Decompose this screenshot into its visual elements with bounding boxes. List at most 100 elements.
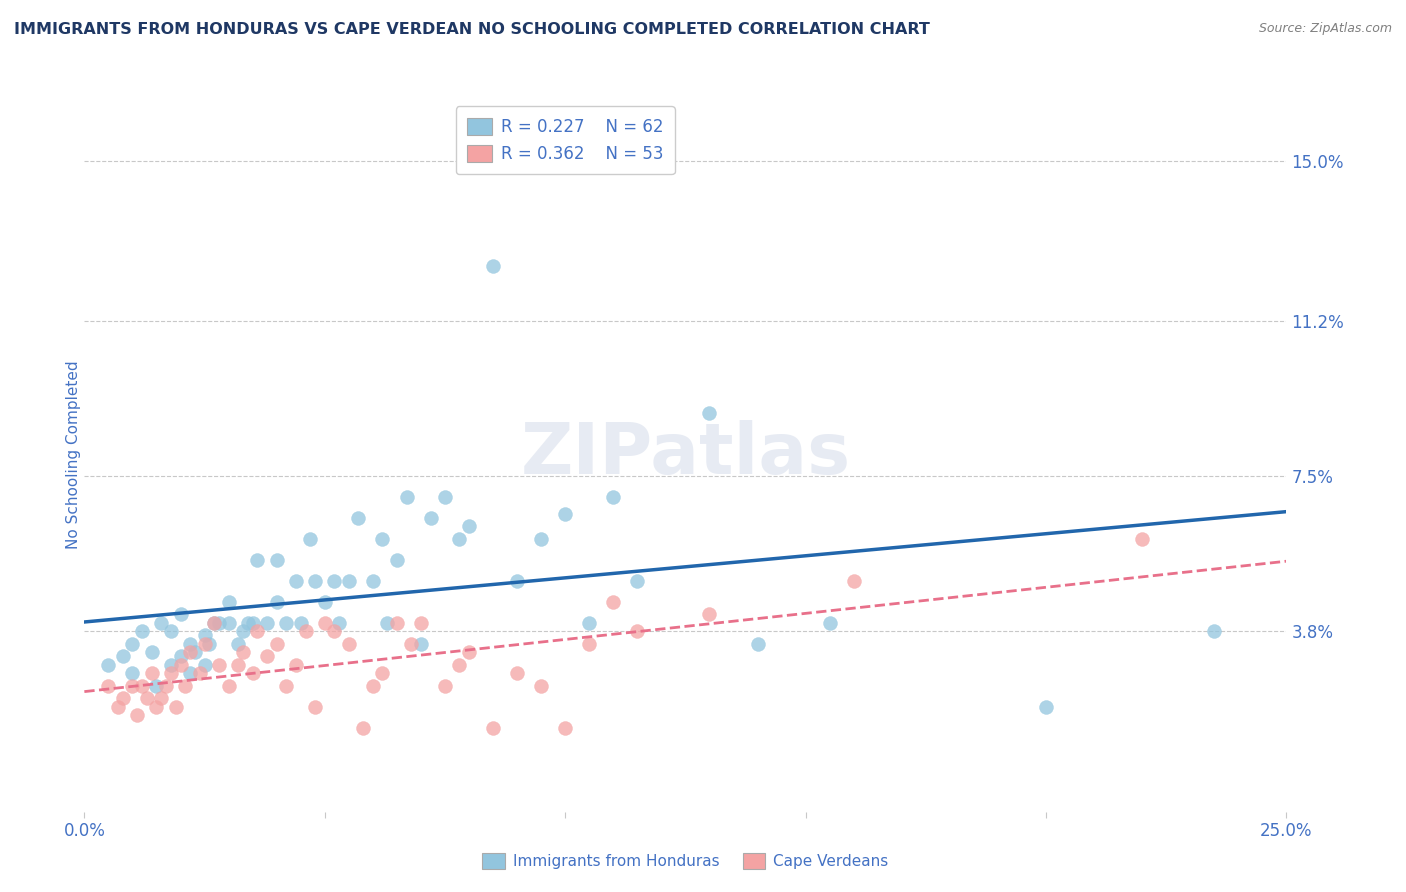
- Point: [409, 637, 432, 651]
- Text: Source: ZipAtlas.com: Source: ZipAtlas.com: [1258, 22, 1392, 36]
- Point: [208, 615, 231, 630]
- Point: [818, 615, 841, 630]
- Point: [602, 595, 624, 609]
- Point: [337, 574, 360, 588]
- Point: [169, 607, 191, 622]
- Point: [121, 666, 143, 681]
- Point: [232, 624, 254, 639]
- Point: [361, 679, 384, 693]
- Point: [602, 490, 624, 504]
- Point: [482, 259, 505, 273]
- Point: [145, 699, 167, 714]
- Point: [626, 624, 648, 639]
- Point: [150, 691, 173, 706]
- Point: [218, 615, 240, 630]
- Point: [554, 721, 576, 735]
- Point: [194, 637, 217, 651]
- Text: ZIPatlas: ZIPatlas: [520, 420, 851, 490]
- Point: [97, 679, 120, 693]
- Point: [299, 532, 322, 546]
- Point: [1204, 624, 1226, 639]
- Point: [174, 679, 197, 693]
- Point: [506, 666, 529, 681]
- Point: [314, 595, 336, 609]
- Point: [458, 519, 481, 533]
- Point: [434, 490, 457, 504]
- Point: [202, 615, 225, 630]
- Point: [699, 406, 721, 420]
- Point: [284, 574, 307, 588]
- Point: [506, 574, 529, 588]
- Point: [294, 624, 316, 639]
- Point: [314, 615, 336, 630]
- Point: [242, 615, 264, 630]
- Point: [276, 615, 298, 630]
- Point: [530, 532, 553, 546]
- Point: [352, 721, 374, 735]
- Point: [266, 595, 288, 609]
- Point: [150, 615, 173, 630]
- Point: [434, 679, 457, 693]
- Point: [578, 615, 600, 630]
- Point: [842, 574, 865, 588]
- Point: [385, 615, 408, 630]
- Text: IMMIGRANTS FROM HONDURAS VS CAPE VERDEAN NO SCHOOLING COMPLETED CORRELATION CHAR: IMMIGRANTS FROM HONDURAS VS CAPE VERDEAN…: [14, 22, 929, 37]
- Point: [284, 657, 307, 672]
- Point: [97, 657, 120, 672]
- Point: [198, 637, 221, 651]
- Point: [323, 574, 346, 588]
- Point: [458, 645, 481, 659]
- Point: [361, 574, 384, 588]
- Point: [179, 666, 201, 681]
- Point: [482, 721, 505, 735]
- Point: [184, 645, 207, 659]
- Point: [276, 679, 298, 693]
- Point: [141, 666, 163, 681]
- Point: [111, 691, 134, 706]
- Point: [160, 624, 183, 639]
- Point: [290, 615, 312, 630]
- Point: [304, 574, 326, 588]
- Point: [202, 615, 225, 630]
- Point: [165, 699, 187, 714]
- Point: [155, 679, 177, 693]
- Point: [160, 657, 183, 672]
- Point: [226, 657, 249, 672]
- Point: [554, 507, 576, 521]
- Point: [107, 699, 129, 714]
- Point: [578, 637, 600, 651]
- Point: [236, 615, 259, 630]
- Legend: R = 0.227    N = 62, R = 0.362    N = 53: R = 0.227 N = 62, R = 0.362 N = 53: [456, 106, 675, 175]
- Point: [169, 649, 191, 664]
- Point: [395, 490, 418, 504]
- Point: [449, 532, 471, 546]
- Point: [246, 624, 269, 639]
- Point: [747, 637, 769, 651]
- Point: [194, 628, 217, 642]
- Point: [337, 637, 360, 651]
- Point: [194, 657, 217, 672]
- Point: [111, 649, 134, 664]
- Point: [135, 691, 157, 706]
- Point: [256, 615, 278, 630]
- Y-axis label: No Schooling Completed: No Schooling Completed: [66, 360, 80, 549]
- Point: [626, 574, 648, 588]
- Point: [266, 637, 288, 651]
- Point: [304, 699, 326, 714]
- Point: [131, 624, 153, 639]
- Point: [1035, 699, 1057, 714]
- Point: [188, 666, 211, 681]
- Point: [242, 666, 264, 681]
- Point: [179, 637, 201, 651]
- Point: [127, 708, 149, 723]
- Point: [218, 595, 240, 609]
- Point: [226, 637, 249, 651]
- Point: [121, 679, 143, 693]
- Point: [131, 679, 153, 693]
- Point: [145, 679, 167, 693]
- Point: [218, 679, 240, 693]
- Point: [323, 624, 346, 639]
- Point: [371, 532, 394, 546]
- Point: [449, 657, 471, 672]
- Point: [419, 511, 441, 525]
